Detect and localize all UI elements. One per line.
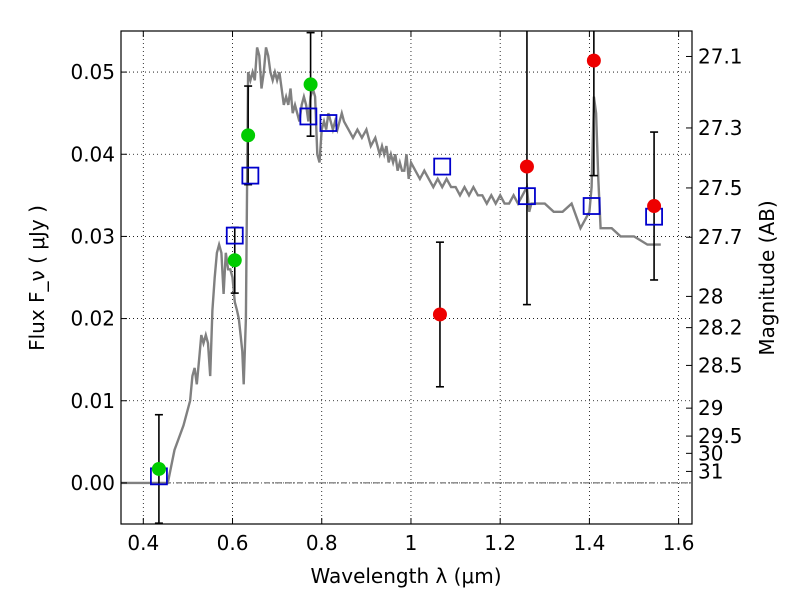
red-data-point: [519, 159, 534, 174]
y2-tick-label: 27.3: [698, 116, 743, 140]
green-data-point: [227, 253, 242, 268]
y-axis-left: 0.00 0.01 0.02 0.03 0.04 0.05: [70, 60, 127, 495]
model-spectrum: [121, 47, 661, 485]
y-tick-label: 0.02: [70, 307, 115, 331]
y-tick-label: 0.01: [70, 389, 115, 413]
x-tick-label: 0.6: [217, 531, 249, 555]
red-data-point: [647, 199, 662, 214]
x-tick-label: 1: [405, 531, 418, 555]
x-tick-label: 1.4: [573, 531, 605, 555]
model-spectrum-line: [121, 47, 661, 485]
x-tick-label: 1.2: [484, 531, 516, 555]
error-bars: [154, 31, 659, 524]
y-axis-label: Flux F_ν ( μJy ): [25, 205, 49, 351]
red-observations: [432, 53, 662, 322]
x-tick-label: 0.8: [306, 531, 338, 555]
y2-tick-label: 27.7: [698, 225, 743, 249]
plot-frame: [120, 30, 693, 525]
red-data-point: [586, 53, 601, 68]
green-data-point: [241, 128, 256, 143]
x-axis: 0.4 0.6 0.8 1 1.2 1.4 1.6: [127, 31, 695, 555]
green-observations: [151, 77, 318, 476]
model-box-marker: [582, 197, 601, 215]
red-data-point: [432, 307, 447, 322]
model-box-marker: [433, 157, 452, 176]
model-box-marker: [319, 114, 338, 132]
green-data-point: [303, 77, 318, 92]
y-tick-label: 0.03: [70, 224, 115, 248]
y2-tick-label: 27.5: [698, 176, 743, 200]
model-box-marker: [518, 187, 536, 206]
y2-tick-label: 29.5: [698, 424, 743, 448]
y2-tick-label: 30: [698, 441, 723, 465]
x-tick-label: 1.6: [663, 531, 695, 555]
model-box-marker: [299, 107, 318, 126]
y-tick-label: 0.04: [70, 142, 115, 166]
green-data-point: [151, 461, 166, 476]
y-axis-right-label: Magnitude (AB): [755, 200, 779, 355]
model-box-marker: [241, 166, 260, 185]
x-tick-label: 0.4: [127, 531, 159, 555]
y2-tick-label: 28: [698, 284, 723, 308]
grid-lines: [121, 31, 692, 524]
y2-tick-label: 29: [698, 396, 723, 420]
y2-tick-label: 28.5: [698, 353, 743, 377]
y2-tick-label: 28.2: [698, 316, 743, 340]
y2-tick-label: 31: [698, 459, 723, 483]
y-tick-label: 0.05: [70, 60, 115, 84]
model-box-marker: [225, 226, 244, 245]
y-tick-label: 0.00: [70, 471, 115, 495]
y2-tick-label: 27.1: [698, 44, 743, 68]
x-axis-label: Wavelength λ (μm): [310, 564, 501, 588]
